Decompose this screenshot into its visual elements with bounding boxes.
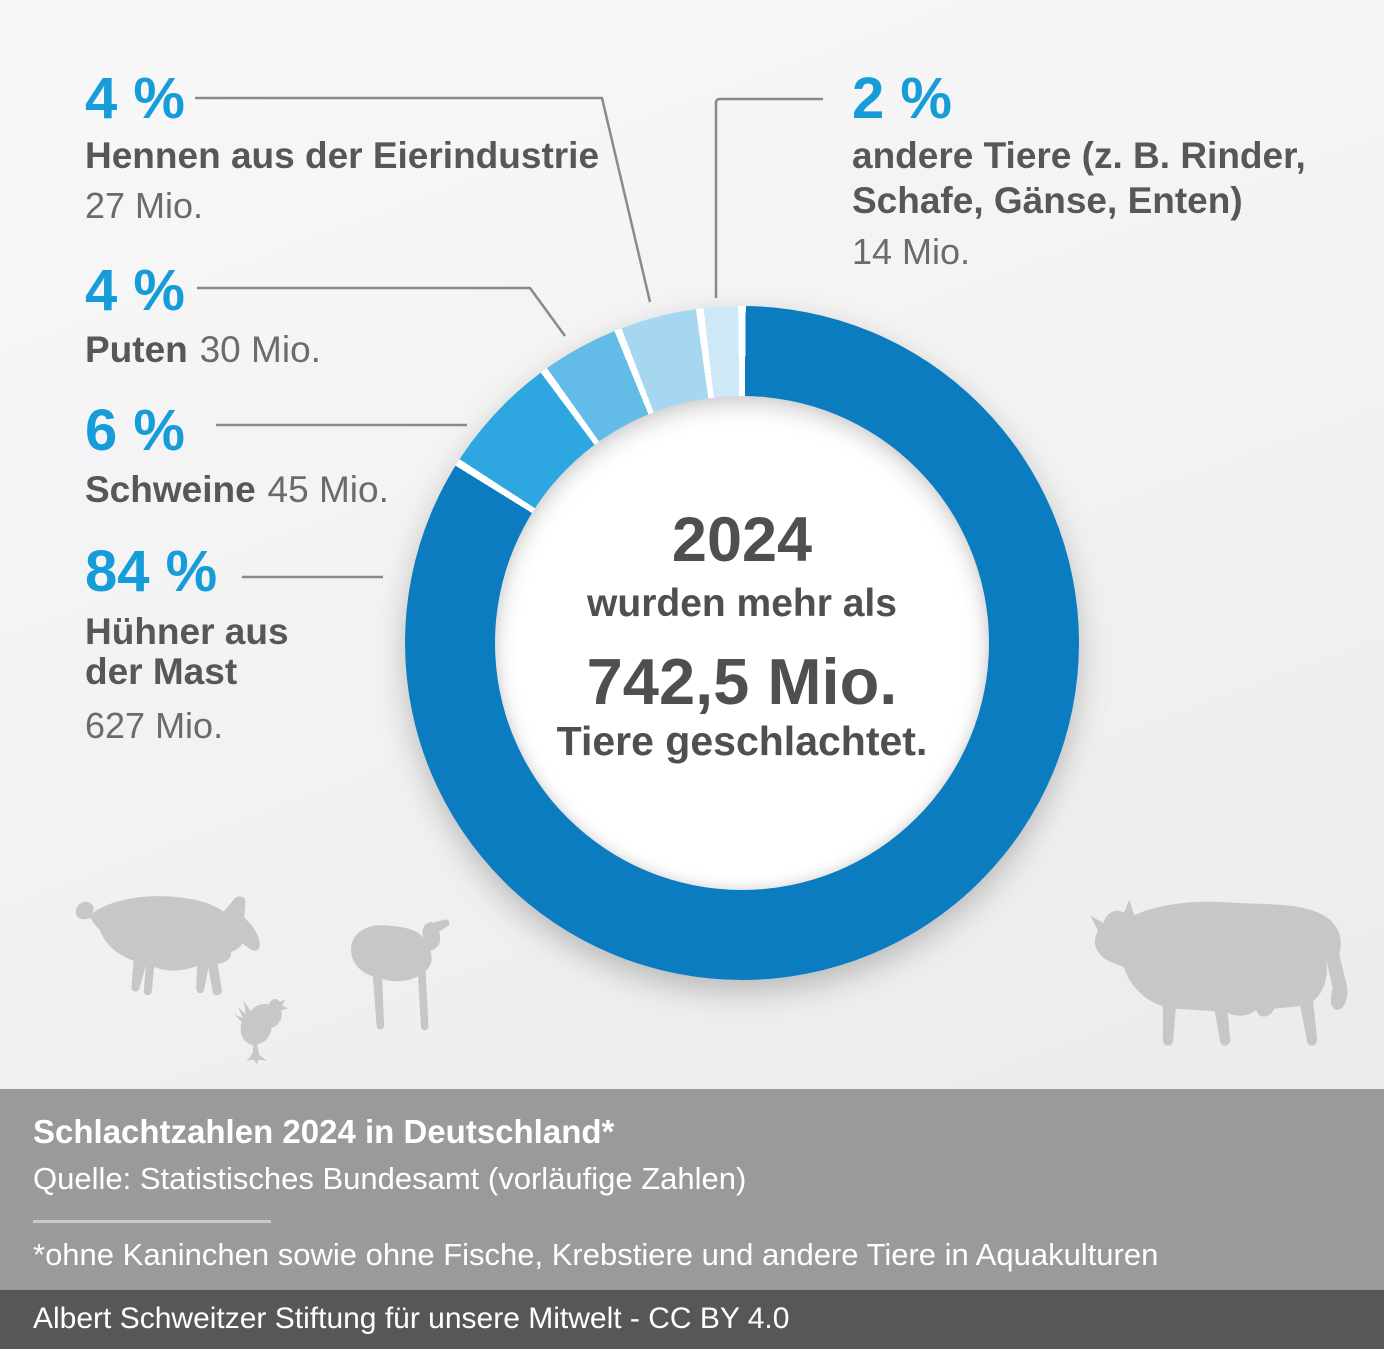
leader-line-andere (714, 97, 823, 298)
hen-silhouette (234, 999, 289, 1065)
label-andere-percent: 2 % (852, 66, 952, 131)
donut-center-text: 2024 wurden mehr als 742,5 Mio. Tiere ge… (405, 509, 1079, 764)
hen-icon (234, 999, 289, 1065)
donut-chart: 2024 wurden mehr als 742,5 Mio. Tiere ge… (405, 306, 1079, 980)
footer-source: Quelle: Statistisches Bundesamt (vorläuf… (33, 1161, 747, 1196)
label-hennen-name: Hennen aus der Eierindustrie (85, 135, 600, 176)
label-andere-name-line2: Schafe, Gänse, Enten) (852, 180, 1243, 221)
lamb-icon (351, 919, 450, 1031)
label-hennen-value: 27 Mio. (85, 185, 204, 226)
center-line4: Tiere geschlachtet. (556, 718, 928, 764)
label-schweine-line: Schweine 45 Mio. (85, 468, 389, 512)
label-puten-value: 30 Mio. (199, 329, 321, 370)
label-schweine-percent: 6 % (85, 398, 185, 463)
center-year: 2024 (671, 505, 813, 575)
footer-footnote: *ohne Kaninchen sowie ohne Fische, Krebs… (33, 1237, 1159, 1272)
cow-icon (1090, 899, 1348, 1046)
label-huehner-percent: 84 % (85, 539, 218, 604)
label-schweine-name: Schweine (85, 469, 256, 510)
label-andere-value: 14 Mio. (852, 231, 971, 272)
pig-silhouette (75, 896, 260, 996)
credit-text: Albert Schweitzer Stiftung für unsere Mi… (33, 1302, 790, 1335)
label-puten-percent: 4 % (85, 258, 185, 323)
pig-icon (75, 896, 260, 996)
footer-title: Schlachtzahlen 2024 in Deutschland* (33, 1113, 615, 1150)
label-huehner-name-line1: Hühner aus (85, 611, 289, 652)
footer-divider (33, 1220, 271, 1223)
center-line2: wurden mehr als (587, 582, 897, 625)
donut-hole (495, 396, 989, 890)
label-hennen-percent: 4 % (85, 66, 185, 131)
center-amount: 742,5 Mio. (586, 645, 898, 718)
lamb-silhouette (351, 919, 450, 1031)
label-huehner-name-line2: der Mast (85, 651, 238, 692)
cow-silhouette (1090, 899, 1348, 1046)
label-schweine-value: 45 Mio. (267, 469, 389, 510)
label-puten-name: Puten (85, 329, 188, 370)
label-andere-name-line1: andere Tiere (z. B. Rinder, (852, 135, 1306, 176)
leader-line-hennen (195, 96, 652, 303)
label-huehner-value: 627 Mio. (85, 705, 224, 746)
credit-bar (0, 1290, 1384, 1349)
footer-bar (0, 1089, 1384, 1290)
label-puten-line: Puten 30 Mio. (85, 328, 321, 372)
